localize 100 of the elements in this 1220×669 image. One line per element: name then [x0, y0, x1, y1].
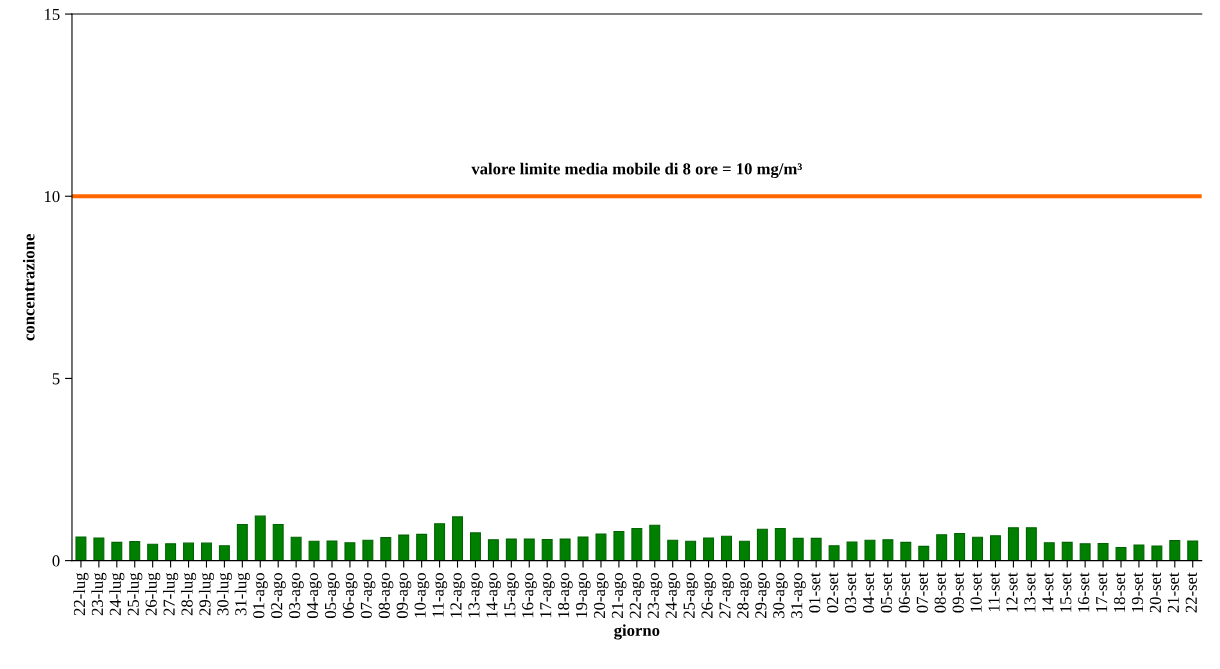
bar [380, 537, 392, 561]
y-tick-label: 15 [44, 8, 60, 20]
x-tick-label: 25-lug [127, 572, 143, 616]
x-tick-label: 03-set [844, 572, 857, 613]
bar [936, 534, 948, 561]
x-tick-label: 05-ago [324, 573, 340, 619]
bar [954, 533, 966, 561]
bar [918, 545, 930, 561]
bar [93, 537, 105, 561]
bar [326, 540, 338, 561]
bar [649, 524, 661, 561]
x-tick-label: 30-lug [216, 572, 232, 616]
x-tick-label: 31-lug [234, 572, 250, 616]
x-tick-label: 07-set [916, 572, 928, 613]
x-tick-label: 14-ago [486, 573, 501, 618]
x-tick-label: 17-ago [540, 573, 555, 618]
x-tick-label: 22-ago [629, 573, 645, 618]
bar [1025, 527, 1037, 561]
bar [218, 545, 230, 561]
x-tick-label: 29-lug [198, 572, 215, 616]
x-tick-label: 15-ago [504, 573, 519, 618]
bar [254, 515, 266, 561]
bar [900, 541, 912, 561]
x-tick-label: 11-ago [432, 573, 448, 617]
bar [487, 539, 499, 561]
bar [469, 532, 481, 561]
x-tick-label: 17-set [1096, 572, 1108, 612]
bar [721, 535, 732, 561]
bar [505, 538, 517, 561]
x-tick-label: 10-set [970, 572, 982, 612]
x-tick-label: 31-ago [791, 573, 806, 618]
x-tick-label: 16-set [1078, 572, 1090, 612]
bar [1115, 546, 1127, 561]
x-tick-label: 24-lug [109, 572, 125, 616]
bar [129, 541, 141, 561]
x-tick-label: 14-set [1042, 572, 1054, 612]
bar [972, 536, 984, 561]
bar [147, 543, 159, 561]
bar [882, 539, 894, 561]
bar [1133, 544, 1145, 561]
x-tick-label: 25-ago [683, 573, 699, 618]
x-tick-label: 29-ago [755, 573, 770, 618]
bar [416, 533, 428, 561]
x-tick-label: 02-ago [271, 573, 286, 619]
x-tick-label: 03-ago [289, 573, 304, 619]
x-tick-label: 05-set [880, 572, 893, 613]
bar [111, 541, 123, 561]
bar [756, 528, 768, 561]
bar [577, 536, 589, 561]
bar [398, 534, 410, 561]
y-tick-label: 10 [44, 190, 60, 203]
x-tick-label: 26-ago [701, 573, 717, 618]
x-tick-label: 08-set [934, 572, 946, 613]
x-tick-label: 06-set [898, 572, 910, 613]
bar [738, 540, 750, 561]
bar [290, 536, 302, 561]
bar [541, 538, 553, 561]
x-tick-label: 26-lug [145, 572, 161, 616]
bar [631, 528, 643, 561]
x-tick-label: 23-lug [91, 572, 107, 616]
bar [828, 545, 840, 561]
bar [613, 530, 625, 561]
x-tick-label: 22-lug [73, 572, 89, 616]
x-tick-label: 22-set [1185, 572, 1197, 613]
x-tick-label: 12-set [1006, 572, 1018, 612]
x-tick-label: 12-ago [450, 573, 466, 618]
bar [1151, 545, 1163, 561]
x-tick-label: 19-ago [575, 573, 591, 618]
bar [272, 523, 284, 561]
bar [434, 523, 446, 561]
bar [308, 540, 320, 561]
bar [685, 540, 697, 561]
bar [1043, 542, 1055, 561]
x-tick-label: 15-set [1060, 572, 1072, 612]
bar [362, 539, 374, 561]
x-tick-label: 23-ago [647, 573, 663, 618]
bar [792, 537, 804, 561]
bar [667, 539, 679, 561]
x-tick-label: 20-ago [593, 573, 609, 618]
bar [1187, 540, 1199, 561]
x-tick-label: 02-set [827, 572, 839, 613]
x-tick-label: 04-set [862, 572, 875, 613]
bar [1097, 542, 1109, 561]
x-tick-label: 19-set [1131, 572, 1144, 612]
x-tick-label: 09-set [952, 572, 964, 613]
bar [452, 516, 464, 561]
x-tick-label: 13-ago [468, 573, 484, 618]
x-tick-label: 13-set [1024, 572, 1036, 612]
x-tick-label: 20-set [1149, 572, 1162, 613]
x-tick-label: 27-ago [719, 573, 735, 618]
x-tick-label: 21-ago [611, 573, 627, 618]
x-tick-label: 07-ago [360, 573, 376, 619]
y-axis-title: concentrazione [22, 234, 35, 341]
bar [344, 542, 356, 561]
x-tick-label: 24-ago [665, 573, 681, 618]
x-tick-label: 01-set [809, 572, 821, 613]
bar [989, 535, 1001, 561]
y-tick-label: 0 [52, 555, 60, 567]
bar [595, 533, 607, 561]
bar [523, 538, 535, 561]
